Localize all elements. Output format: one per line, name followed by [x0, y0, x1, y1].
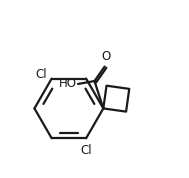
Text: HO: HO	[59, 77, 77, 90]
Text: Cl: Cl	[36, 68, 47, 81]
Text: Cl: Cl	[80, 144, 92, 157]
Text: O: O	[101, 50, 111, 63]
